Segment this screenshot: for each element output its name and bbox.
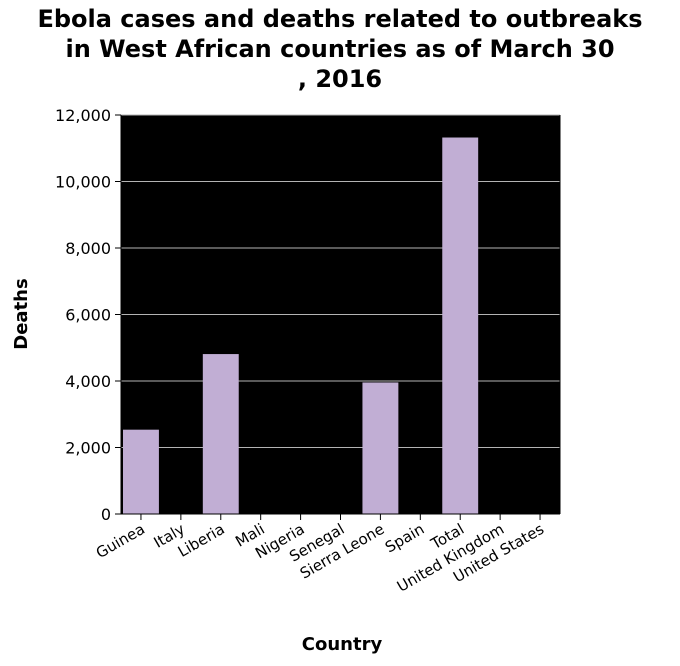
- chart-title: Ebola cases and deaths related to outbre…: [0, 4, 680, 94]
- x-tick-label: Liberia: [175, 520, 228, 561]
- y-tick-label: 12,000: [55, 106, 111, 125]
- y-tick-label: 2,000: [65, 439, 111, 458]
- x-tick-label: Spain: [382, 520, 427, 557]
- chart-title-line-2: in West African countries as of March 30: [65, 35, 615, 63]
- y-tick-label: 6,000: [65, 306, 111, 325]
- bars: [122, 137, 559, 514]
- y-tick-label: 10,000: [55, 173, 111, 192]
- chart-title-line-3: , 2016: [297, 65, 383, 93]
- bar-total: [442, 137, 479, 514]
- x-tick-label: Guinea: [93, 520, 148, 562]
- y-tick-label: 4,000: [65, 372, 111, 391]
- y-tick-label: 8,000: [65, 239, 111, 258]
- y-axis-label: Deaths: [11, 278, 32, 349]
- bar-guinea: [122, 429, 159, 514]
- chart-title-line-1: Ebola cases and deaths related to outbre…: [37, 5, 643, 33]
- bar-liberia: [202, 354, 239, 514]
- x-axis-label: Country: [302, 634, 383, 655]
- gridlines: [121, 114, 560, 448]
- y-tick-label: 0: [101, 505, 111, 524]
- bar-sierra-leone: [362, 382, 399, 514]
